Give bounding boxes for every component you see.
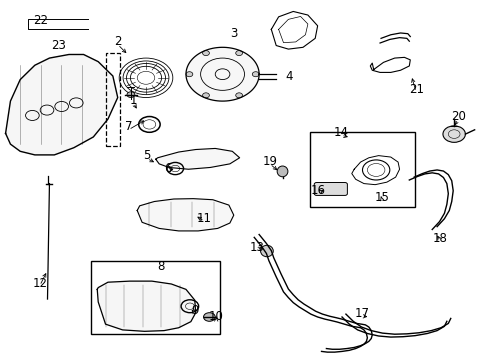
Text: 4: 4 (285, 70, 292, 83)
Circle shape (235, 51, 242, 55)
Polygon shape (185, 47, 259, 101)
Bar (91, 261, 220, 334)
Text: 19: 19 (262, 155, 277, 168)
Text: 23: 23 (51, 39, 65, 52)
Text: 10: 10 (208, 310, 223, 324)
Circle shape (442, 126, 465, 142)
Circle shape (203, 313, 215, 321)
Circle shape (202, 51, 209, 55)
Bar (310, 132, 414, 207)
Text: 1: 1 (129, 94, 137, 107)
Text: 17: 17 (354, 307, 369, 320)
Polygon shape (97, 281, 195, 331)
Circle shape (252, 72, 259, 77)
Text: 21: 21 (408, 83, 423, 96)
Text: 6: 6 (163, 162, 171, 175)
Circle shape (127, 92, 135, 98)
Circle shape (235, 93, 242, 98)
Circle shape (202, 93, 209, 98)
Text: 3: 3 (230, 27, 237, 40)
Polygon shape (137, 199, 233, 231)
Text: 2: 2 (114, 35, 121, 49)
Text: 18: 18 (432, 231, 447, 244)
Text: 5: 5 (143, 149, 150, 162)
Polygon shape (156, 148, 239, 169)
Text: 11: 11 (197, 212, 212, 225)
Text: 9: 9 (191, 305, 198, 318)
Text: 13: 13 (249, 241, 264, 254)
Text: 7: 7 (124, 121, 132, 134)
Text: 15: 15 (374, 191, 388, 204)
Ellipse shape (260, 245, 273, 257)
Text: 20: 20 (450, 110, 465, 123)
Ellipse shape (277, 166, 287, 177)
Polygon shape (5, 54, 118, 155)
Circle shape (185, 72, 192, 77)
Text: 12: 12 (32, 277, 47, 290)
Text: 8: 8 (157, 260, 164, 273)
Text: 16: 16 (310, 184, 325, 197)
Bar (105, 53, 120, 146)
FancyBboxPatch shape (314, 183, 346, 195)
Text: 14: 14 (333, 126, 348, 139)
Text: 22: 22 (33, 14, 48, 27)
